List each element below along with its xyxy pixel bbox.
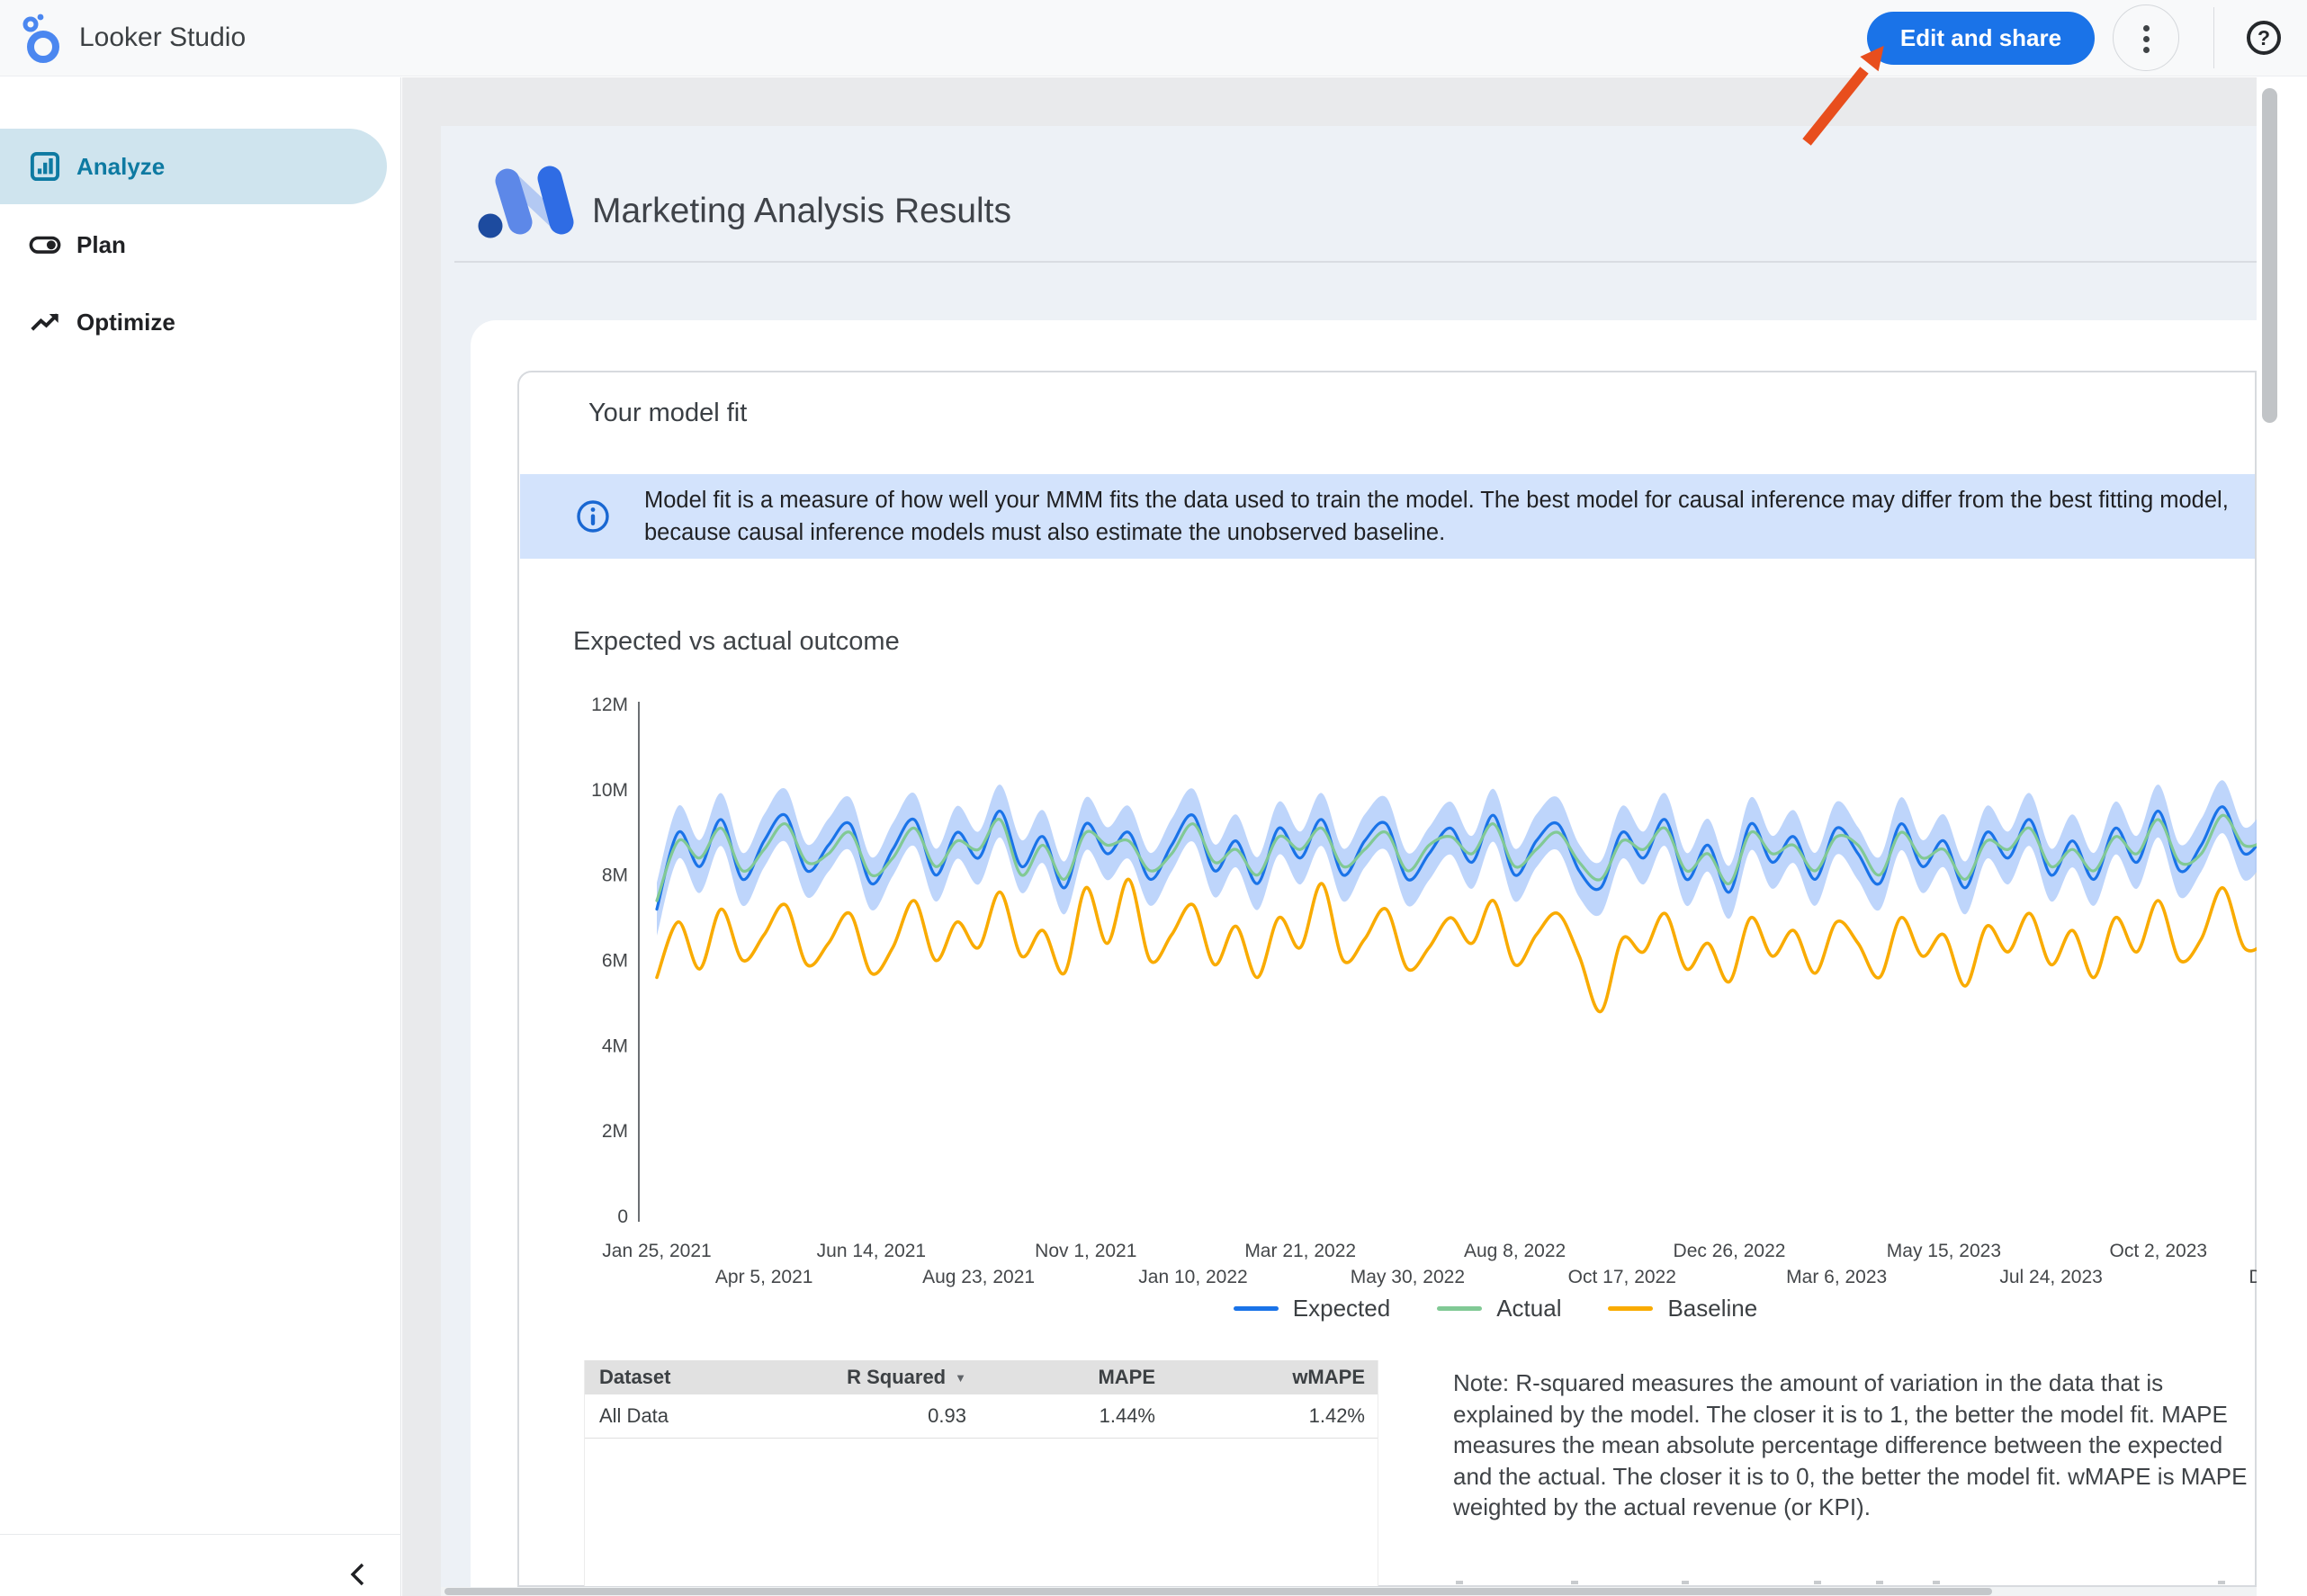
legend-label: Expected: [1292, 1294, 1391, 1322]
column-header-label: R Squared: [847, 1366, 947, 1388]
help-button[interactable]: ?: [2242, 16, 2285, 59]
column-header-r-squared[interactable]: R Squared ▼: [828, 1366, 981, 1389]
report-viewport: Marketing Analysis Results Your model fi…: [441, 126, 2257, 1587]
note-text: Note: R-squared measures the amount of v…: [1453, 1369, 2248, 1521]
kebab-dot: [2143, 36, 2150, 42]
looker-studio-logo-icon: [22, 13, 59, 63]
svg-text:Apr 5, 2021: Apr 5, 2021: [715, 1267, 813, 1287]
svg-text:0: 0: [617, 1206, 628, 1227]
sidebar-divider: [0, 1534, 401, 1535]
info-banner-text: Model fit is a measure of how well your …: [644, 488, 2229, 545]
clipped-text-fragment: [1933, 1581, 1940, 1584]
sidebar-item-analyze[interactable]: Analyze: [0, 129, 387, 204]
svg-text:Oct 2, 2023: Oct 2, 2023: [2110, 1241, 2208, 1261]
chart-title: Expected vs actual outcome: [573, 627, 900, 656]
sidebar-item-label: Plan: [76, 230, 126, 258]
report-title: Marketing Analysis Results: [592, 192, 1012, 230]
svg-text:Dec 26, 2022: Dec 26, 2022: [1674, 1241, 1786, 1261]
baseline-line-swatch: [1608, 1305, 1654, 1311]
plan-toggle-icon: [29, 236, 61, 254]
svg-text:2M: 2M: [602, 1121, 628, 1142]
column-header-dataset[interactable]: Dataset: [599, 1366, 671, 1388]
info-icon: [577, 500, 609, 533]
legend-item-baseline: Baseline: [1608, 1295, 1757, 1323]
svg-text:12M: 12M: [591, 695, 628, 715]
chevron-left-icon: [350, 1563, 364, 1585]
header-divider: [2213, 7, 2214, 68]
collapse-sidebar-button[interactable]: [340, 1557, 376, 1593]
cell-mape: 1.44%: [1099, 1404, 1155, 1427]
sidebar-item-plan[interactable]: Plan: [0, 218, 387, 272]
svg-text:Jan 10, 2022: Jan 10, 2022: [1138, 1267, 1247, 1287]
svg-text:10M: 10M: [591, 780, 628, 801]
section-title: Your model fit: [588, 399, 748, 427]
clipped-text-fragment: [1456, 1581, 1463, 1584]
svg-text:6M: 6M: [602, 950, 628, 971]
svg-text:Aug 8, 2022: Aug 8, 2022: [1464, 1241, 1566, 1261]
help-icon: ?: [2247, 21, 2281, 55]
kebab-dot: [2143, 47, 2150, 53]
svg-text:Oct 17, 2022: Oct 17, 2022: [1568, 1267, 1676, 1287]
sidebar-item-optimize[interactable]: Optimize: [0, 295, 387, 349]
clipped-text-fragment: [1814, 1581, 1821, 1584]
sidebar-item-label: Optimize: [76, 308, 175, 336]
app-header: Looker Studio Edit and share ?: [0, 0, 2307, 76]
horizontal-scrollbar-thumb[interactable]: [444, 1588, 1992, 1595]
more-options-button[interactable]: [2113, 4, 2179, 71]
analyze-chart-icon: [30, 151, 60, 182]
svg-text:Mar 6, 2023: Mar 6, 2023: [1786, 1267, 1887, 1287]
svg-text:Jun 14, 2021: Jun 14, 2021: [817, 1241, 926, 1261]
left-sidebar: Analyze Plan Optimize: [0, 77, 401, 1596]
expected-line-swatch: [1233, 1305, 1279, 1311]
svg-text:May 30, 2022: May 30, 2022: [1351, 1267, 1465, 1287]
meridian-logo: [478, 166, 574, 238]
svg-text:8M: 8M: [602, 865, 628, 886]
actual-line-swatch: [1437, 1305, 1483, 1311]
kebab-dot: [2143, 25, 2150, 31]
table-header-row: Dataset R Squared ▼ MAPE wMAPE: [585, 1360, 1378, 1394]
vertical-scrollbar-thumb[interactable]: [2262, 88, 2277, 423]
svg-text:Mar 21, 2022: Mar 21, 2022: [1244, 1241, 1356, 1261]
model-fit-table: Dataset R Squared ▼ MAPE wMAPE All Data 0…: [584, 1360, 1378, 1586]
optimize-trending-up-icon: [31, 313, 58, 331]
svg-text:?: ?: [2258, 26, 2270, 49]
table-row: All Data 0.93 1.44% 1.42%: [585, 1394, 1378, 1439]
legend-item-expected: Expected: [1233, 1294, 1391, 1323]
info-banner: [520, 474, 2255, 559]
column-header-mape[interactable]: MAPE: [1098, 1366, 1155, 1388]
svg-text:Jan 25, 2021: Jan 25, 2021: [602, 1241, 711, 1261]
legend-label: Baseline: [1667, 1294, 1758, 1322]
svg-text:Nov 1, 2021: Nov 1, 2021: [1035, 1241, 1136, 1261]
clipped-text-fragment: [1876, 1581, 1883, 1584]
clipped-text-fragment: [1571, 1581, 1578, 1584]
svg-text:Jul 24, 2023: Jul 24, 2023: [1999, 1267, 2102, 1287]
column-header-wmape[interactable]: wMAPE: [1292, 1366, 1365, 1388]
legend-item-actual: Actual: [1437, 1295, 1561, 1323]
sort-desc-arrow-icon: ▼: [955, 1371, 966, 1385]
sidebar-item-label: Analyze: [76, 152, 166, 180]
svg-text:Dec: Dec: [2249, 1267, 2257, 1287]
title-divider: [454, 261, 2257, 263]
svg-text:Aug 23, 2021: Aug 23, 2021: [922, 1267, 1035, 1287]
clipped-text-fragment: [1682, 1581, 1689, 1584]
cell-wmape: 1.42%: [1308, 1404, 1365, 1427]
legend-label: Actual: [1496, 1294, 1562, 1322]
cell-dataset: All Data: [599, 1404, 669, 1427]
edit-and-share-button[interactable]: Edit and share: [1867, 12, 2095, 65]
chart-legend: Expected Actual Baseline: [1136, 1293, 1855, 1323]
app-title: Looker Studio: [79, 22, 247, 52]
svg-text:May 15, 2023: May 15, 2023: [1887, 1241, 2001, 1261]
svg-text:4M: 4M: [602, 1036, 628, 1056]
clipped-text-fragment: [2218, 1581, 2225, 1584]
cell-r-squared: 0.93: [928, 1404, 966, 1427]
